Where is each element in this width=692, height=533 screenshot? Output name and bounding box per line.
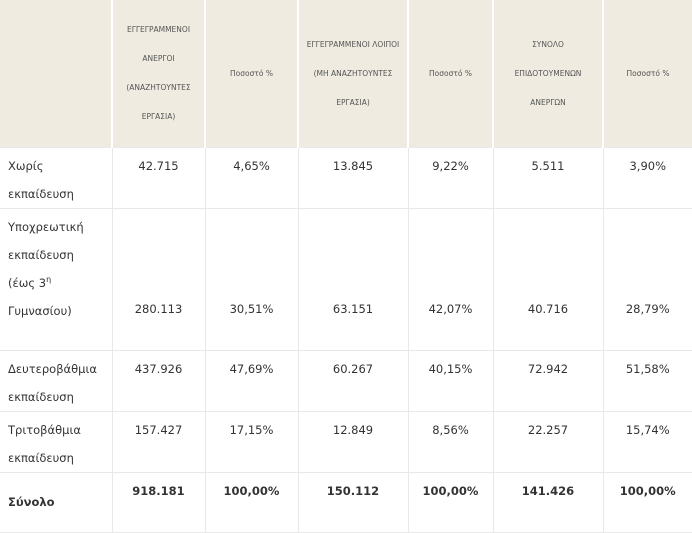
row-label: Υποχρεωτική εκπαίδευση (έως 3η Γυμνασίου) [0,207,113,351]
header-text: (ΜΗ ΑΝΑΖΗΤΟΥΝΤΕΣ [313,68,393,78]
label-text: Υποχρεωτική [8,219,84,234]
row-label: Τριτοβάθμια εκπαίδευση [0,410,113,473]
header-text: ΑΝΕΡΓΟΙ [142,54,175,64]
header-text: ΕΡΓΑΣΙΑ) [141,112,176,122]
header-cell: ΕΓΓΕΓΡΑΜΜΕΝΟΙ ΛΟΙΠΟΙ (ΜΗ ΑΝΑΖΗΤΟΥΝΤΕΣ ΕΡΓΑ… [297,0,408,147]
value-cell: 4,65% [204,146,299,209]
value-cell: 150.112 [297,471,409,533]
header-text: Ποσοστό % [429,68,472,78]
label-text: Σύνολο [8,495,55,509]
value-cell: 8,56% [407,410,494,473]
value-cell: 918.181 [111,471,206,533]
header-cell: ΕΓΓΕΓΡΑΜΜΕΝΟΙ ΑΝΕΡΓΟΙ (ΑΝΑΖΗΤΟΥΝΤΕΣ ΕΡΓΑΣΙΑ… [111,0,205,147]
value-cell: 437.926 [111,349,206,412]
value-cell: 47,69% [204,349,299,412]
value-cell: 17,15% [204,410,299,473]
value-cell: 100,00% [602,471,692,533]
table-row: Σύνολο 918.181 100,00% 150.112 100,00% 141.42… [0,471,692,533]
table-row: Υποχρεωτική εκπαίδευση (έως 3η Γυμνασίου) 28… [0,207,692,351]
value-cell: 72.942 [492,349,604,412]
label-text: εκπαίδευση [8,450,74,465]
label-line: (έως 3η [8,269,110,297]
header-text: (ΑΝΑΖΗΤΟΥΝΤΕΣ [126,83,191,93]
value-cell: 5.511 [492,146,604,209]
header-row: ΕΓΓΕΓΡΑΜΜΕΝΟΙ ΑΝΕΡΓΟΙ (ΑΝΑΖΗΤΟΥΝΤΕΣ ΕΡΓΑΣΙΑ… [0,0,692,147]
value-cell: 100,00% [407,471,494,533]
header-cell: ΣΥΝΟΛΟ ΕΠΙΔΟΤΟΥΜΕΝΩΝ ΑΝΕΡΓΩΝ [492,0,603,147]
header-text: ΕΠΙΔΟΤΟΥΜΕΝΩΝ [514,68,582,78]
value-cell: 157.427 [111,410,206,473]
table-row: Τριτοβάθμια εκπαίδευση 157.427 17,15% 12.849… [0,410,692,473]
value-cell: 28,79% [602,207,692,351]
label-text: Χωρίς [8,158,44,173]
header-text: ΑΝΕΡΓΩΝ [530,97,566,107]
table-row: Χωρίς εκπαίδευση 42.715 4,65% 13.845 9,22% 5.5… [0,146,692,209]
label-text: Γυμνασίου) [8,303,72,318]
value-cell: 141.426 [492,471,604,533]
label-text: (έως 3 [8,275,47,290]
value-cell: 42.715 [111,146,206,209]
row-label: Χωρίς εκπαίδευση [0,146,113,209]
header-text: ΣΥΝΟΛΟ [532,39,564,49]
value-cell: 9,22% [407,146,494,209]
header-text: ΕΓΓΕΓΡΑΜΜΕΝΟΙ [126,25,191,35]
value-cell: 40,15% [407,349,494,412]
value-cell: 15,74% [602,410,692,473]
value-cell: 22.257 [492,410,604,473]
label-text: εκπαίδευση [8,389,74,404]
value-cell: 42,07% [407,207,494,351]
row-label: Δευτεροβάθμια εκπαίδευση [0,349,113,412]
value-cell: 3,90% [602,146,692,209]
superscript: η [46,274,52,284]
label-text: εκπαίδευση [8,186,74,201]
value-cell: 280.113 [111,207,206,351]
table-row: Δευτεροβάθμια εκπαίδευση 437.926 47,69% 60.2… [0,349,692,412]
value-cell: 13.845 [297,146,409,209]
value-cell: 30,51% [204,207,299,351]
header-text: ΕΡΓΑΣΙΑ) [336,97,370,107]
value-cell: 60.267 [297,349,409,412]
value-cell: 40.716 [492,207,604,351]
row-label: Σύνολο [0,471,113,533]
label-text: Δευτεροβάθμια [8,361,97,376]
value-cell: 12.849 [297,410,409,473]
header-text: Ποσοστό % [626,68,670,78]
header-text: Ποσοστό % [230,68,273,78]
label-text: Τριτοβάθμια [8,422,81,437]
header-cell: Ποσοστό % [602,0,692,147]
value-cell: 63.151 [297,207,409,351]
value-cell: 100,00% [204,471,299,533]
header-cell [0,0,112,147]
header-text: ΕΓΓΕΓΡΑΜΜΕΝΟΙ ΛΟΙΠΟΙ [306,39,400,49]
value-cell: 51,58% [602,349,692,412]
header-cell: Ποσοστό % [204,0,298,147]
header-cell: Ποσοστό % [407,0,493,147]
label-text: εκπαίδευση [8,247,74,262]
